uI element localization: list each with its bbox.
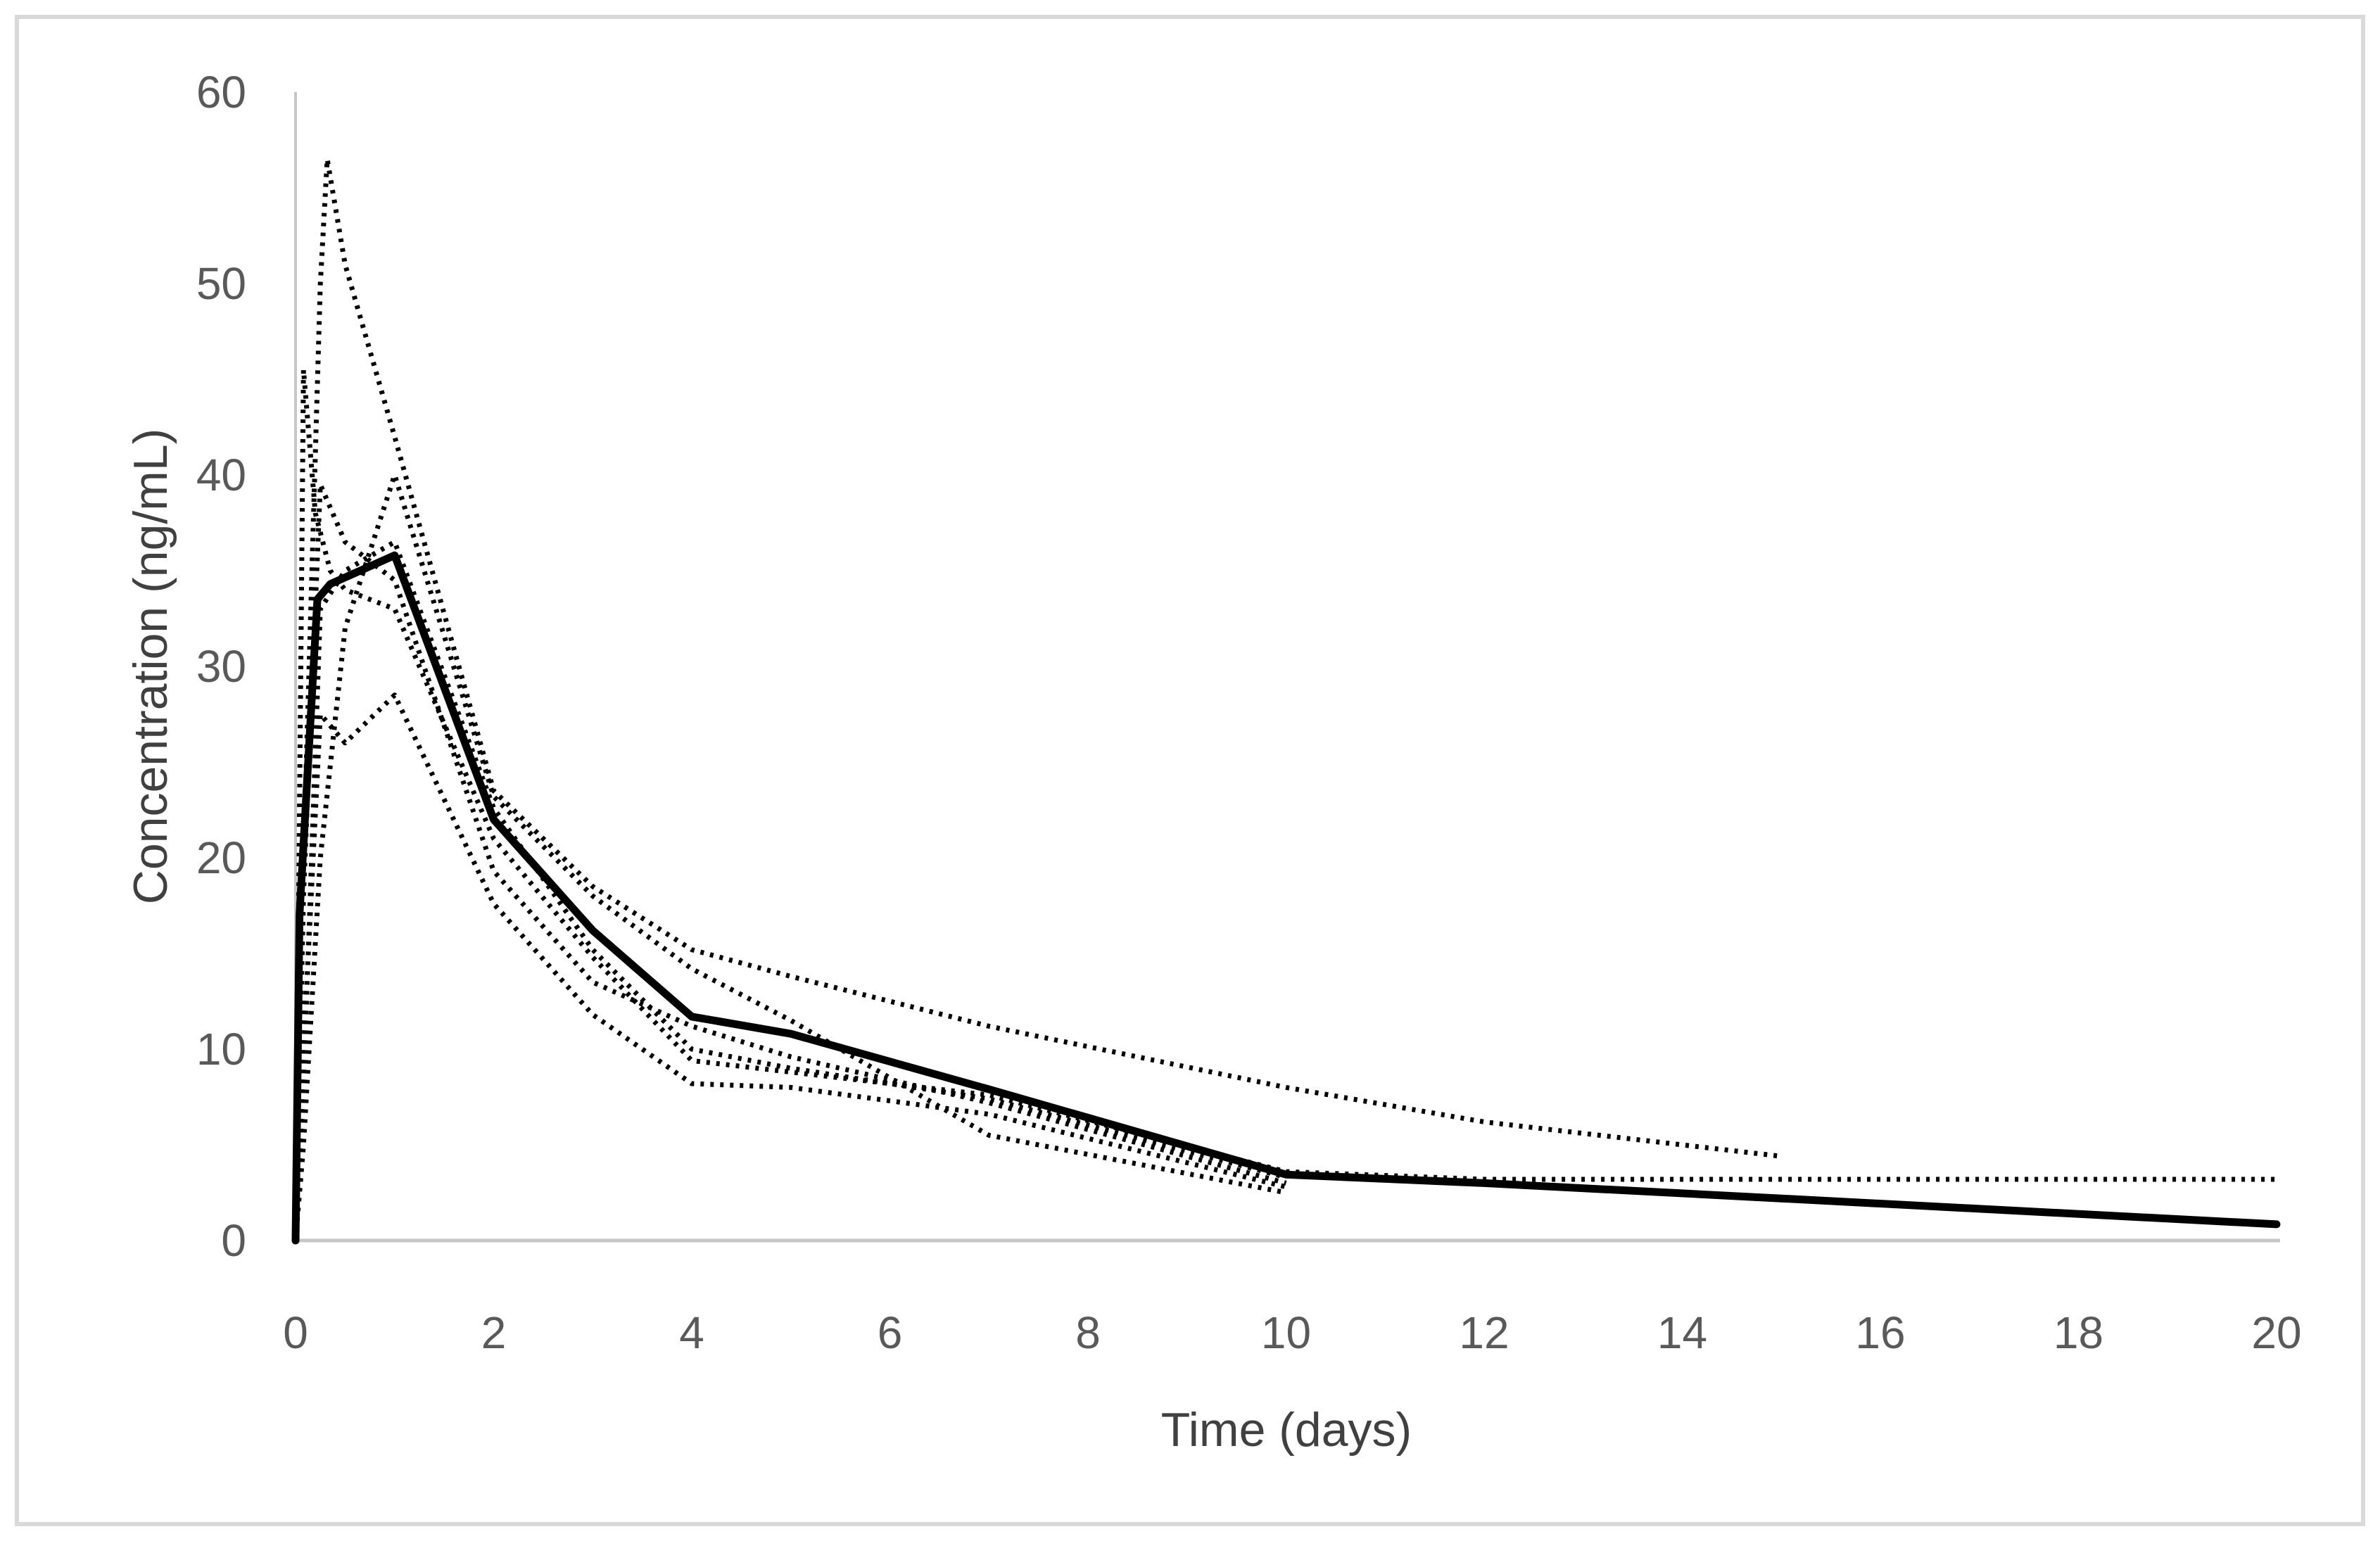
y-tick-label: 30 <box>196 641 246 692</box>
series-subject-1 <box>293 156 1782 1241</box>
series-subject-5 <box>293 482 1287 1241</box>
series-mean <box>291 551 2281 1245</box>
series-subject-2 <box>293 367 2277 1241</box>
x-tick-label: 18 <box>2053 1307 2103 1358</box>
series-subject-6 <box>293 539 1287 1241</box>
x-tick-label: 8 <box>1075 1307 1101 1358</box>
y-tick-label: 20 <box>196 832 246 883</box>
x-tick-label: 10 <box>1261 1307 1311 1358</box>
y-axis-ticks: 0 10 20 30 40 50 60 <box>196 67 246 1266</box>
y-tick-label: 60 <box>196 67 246 118</box>
series-layer <box>291 156 2281 1245</box>
x-axis-ticks: 0 2 4 6 8 10 12 14 16 18 20 <box>283 1307 2301 1358</box>
x-tick-label: 14 <box>1657 1307 1707 1358</box>
y-axis-title: Concentration (ng/mL) <box>124 429 177 905</box>
x-tick-label: 4 <box>679 1307 704 1358</box>
y-tick-label: 40 <box>196 450 246 500</box>
y-tick-label: 0 <box>221 1215 246 1266</box>
chart-border <box>15 15 2365 1526</box>
x-tick-label: 2 <box>481 1307 507 1358</box>
x-tick-label: 6 <box>878 1307 903 1358</box>
x-tick-label: 16 <box>1855 1307 1905 1358</box>
x-tick-label: 20 <box>2251 1307 2301 1358</box>
series-subject-3 <box>293 472 1287 1241</box>
x-tick-label: 0 <box>283 1307 308 1358</box>
x-axis-title: Time (days) <box>1161 1403 1412 1457</box>
y-tick-label: 10 <box>196 1024 246 1074</box>
x-tick-label: 12 <box>1459 1307 1509 1358</box>
y-tick-label: 50 <box>196 258 246 309</box>
